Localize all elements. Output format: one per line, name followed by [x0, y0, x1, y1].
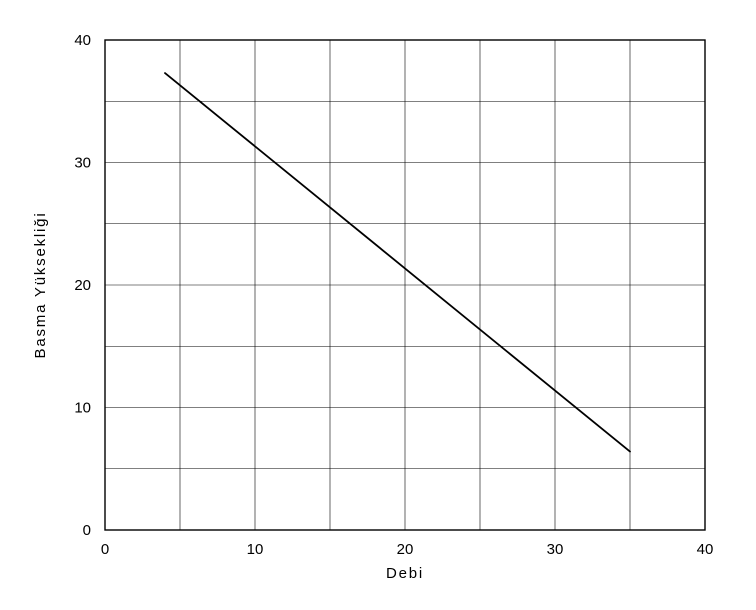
x-tick-label: 10	[247, 541, 264, 558]
x-tick-label: 0	[101, 541, 109, 558]
y-tick-label: 20	[74, 277, 91, 294]
x-axis-label: Debi	[386, 565, 424, 582]
y-tick-label: 30	[74, 155, 91, 172]
y-tick-label: 40	[74, 32, 91, 49]
y-tick-label: 10	[74, 400, 91, 417]
x-tick-label: 20	[397, 541, 414, 558]
y-tick-label: 0	[83, 522, 91, 539]
chart-container: 0 10 20 30 40 0 10 20 30 40 Debi Basma Yüksekliği	[0, 0, 756, 610]
x-tick-label: 40	[697, 541, 714, 558]
pump-curve-chart: 0 10 20 30 40 0 10 20 30 40 Debi Basma Yüksekliği	[0, 0, 756, 610]
y-axis-label: Basma Yüksekliği	[32, 212, 49, 359]
x-tick-label: 30	[547, 541, 564, 558]
